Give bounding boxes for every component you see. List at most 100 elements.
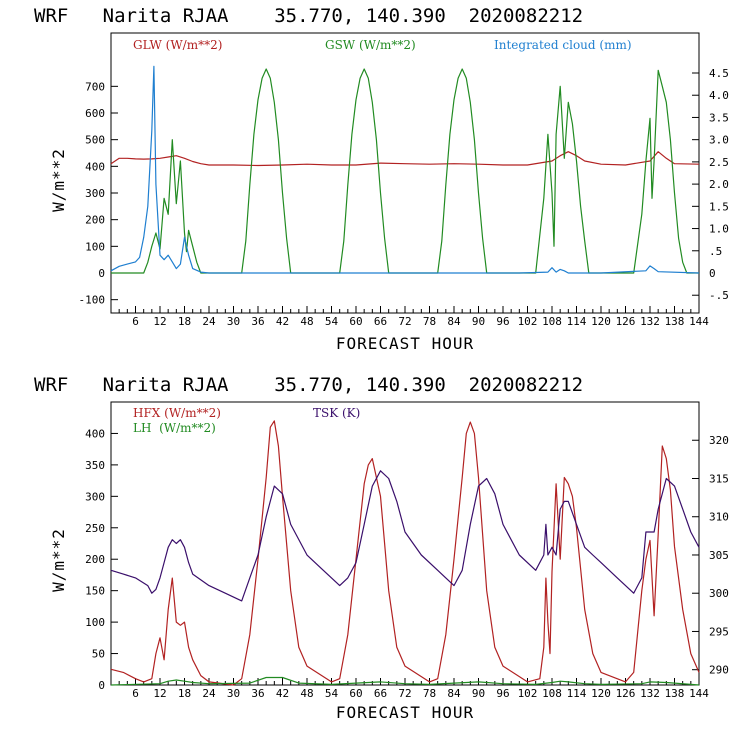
chart-2-x-tick-label: 144 <box>689 687 709 700</box>
chart-1-y2-tick-label: .5 <box>709 245 722 258</box>
chart-1-series-gsw-w-m-line <box>111 68 699 274</box>
chart-2-x-tick-label: 18 <box>178 687 191 700</box>
chart-1-y2-tick-label: 2.5 <box>709 156 729 169</box>
chart-2-y2-tick-label: 290 <box>709 664 729 677</box>
chart-1-x-tick-label: 12 <box>153 315 166 328</box>
chart-1-x-tick-label: 24 <box>202 315 216 328</box>
chart-1-y2-tick-label: 0 <box>709 267 716 280</box>
chart-1-x-tick-label: 6 <box>132 315 139 328</box>
chart-1-y2-tick-label: -.5 <box>709 289 729 302</box>
chart-2-x-tick-label: 78 <box>423 687 436 700</box>
chart-2-x-axis-label: FORECAST HOUR <box>336 703 474 722</box>
chart-1-y-axis-label: W/m**2 <box>49 148 68 212</box>
chart-2-x-tick-label: 48 <box>300 687 313 700</box>
chart-1-x-tick-label: 102 <box>518 315 538 328</box>
chart-1-legend-gsw: GSW (W/m**2) <box>325 38 416 52</box>
chart-2-x-tick-label: 138 <box>665 687 685 700</box>
chart-1-x-tick-label: 84 <box>447 315 461 328</box>
chart-1-x-tick-label: 72 <box>398 315 411 328</box>
chart-1-series-glw-w-m-line <box>110 151 700 167</box>
chart-2-legend-lh: LH (W/m**2) <box>133 421 216 435</box>
chart-2-x-tick-label: 90 <box>472 687 485 700</box>
chart-2-x-tick-label: 36 <box>251 687 264 700</box>
chart-2-x-tick-label: 102 <box>518 687 538 700</box>
chart-2-y-tick-label: 300 <box>85 490 105 503</box>
chart-2-x-tick-label: 54 <box>325 687 339 700</box>
chart-1-y-tick-label: 200 <box>85 214 105 227</box>
chart-2-y-tick-label: 0 <box>98 679 105 692</box>
chart-2-x-tick-label: 96 <box>496 687 509 700</box>
chart-2-x-tick-label: 24 <box>202 687 216 700</box>
chart-1-x-tick-label: 120 <box>591 315 611 328</box>
chart-2-y-tick-label: 400 <box>85 427 105 440</box>
chart-1-y-tick-label: 500 <box>85 134 105 147</box>
chart-1-y2-tick-label: 1.0 <box>709 223 729 236</box>
chart-1-x-tick-label: 78 <box>423 315 436 328</box>
chart-1-x-tick-label: 18 <box>178 315 191 328</box>
chart-1-x-tick-label: 96 <box>496 315 509 328</box>
chart-2-series-hfx-w-m-line <box>110 420 700 686</box>
chart-2-x-tick-label: 60 <box>349 687 362 700</box>
chart-1-y2-tick-label: 3.0 <box>709 134 729 147</box>
chart-1-legend-glw: GLW (W/m**2) <box>133 38 222 52</box>
chart-2-y-tick-label: 100 <box>85 616 105 629</box>
chart-2-series-tsk-k-line <box>110 470 700 602</box>
chart-1-axes: 6 12 18 24 30 36 42 48 54 60 66 72 78 84 90 96 102 108 114… <box>79 67 729 328</box>
chart-1-y2-tick-label: 4.5 <box>709 67 729 80</box>
chart-2: WRF Narita RJAA 35.770, 140.390 20200822… <box>34 374 729 722</box>
chart-2-x-tick-label: 114 <box>567 687 587 700</box>
chart-2-y2-tick-label: 310 <box>709 511 729 524</box>
chart-1: WRF Narita RJAA 35.770, 140.390 20200822… <box>34 5 729 353</box>
chart-1-x-tick-label: 144 <box>689 315 709 328</box>
chart-1-x-tick-label: 66 <box>374 315 387 328</box>
chart-2-x-tick-label: 42 <box>276 687 289 700</box>
chart-1-x-tick-label: 90 <box>472 315 485 328</box>
chart-1-x-tick-label: 48 <box>300 315 313 328</box>
chart-2-y2-tick-label: 320 <box>709 434 729 447</box>
chart-2-x-tick-label: 84 <box>447 687 461 700</box>
chart-2-x-tick-label: 132 <box>640 687 660 700</box>
chart-2-legend-tsk: TSK (K) <box>313 406 360 420</box>
chart-1-y-tick-label: 400 <box>85 160 105 173</box>
chart-1-x-tick-label: 60 <box>349 315 362 328</box>
chart-1-y-tick-label: 0 <box>98 267 105 280</box>
chart-1-x-tick-label: 42 <box>276 315 289 328</box>
chart-2-y-tick-label: 250 <box>85 522 105 535</box>
chart-2-x-tick-label: 12 <box>153 687 166 700</box>
chart-2-legend-hfx: HFX (W/m**2) <box>133 406 221 420</box>
chart-1-x-axis-label: FORECAST HOUR <box>336 334 474 353</box>
chart-2-y2-tick-label: 300 <box>709 587 729 600</box>
chart-2-y2-tick-label: 295 <box>709 625 729 638</box>
chart-2-y-tick-label: 50 <box>92 648 105 661</box>
chart-1-y2-tick-label: 1.5 <box>709 200 729 213</box>
chart-1-legend-cloud: Integrated cloud (mm) <box>494 38 632 52</box>
chart-1-x-tick-label: 54 <box>325 315 339 328</box>
chart-1-y2-tick-label: 3.5 <box>709 111 729 124</box>
chart-2-y2-tick-label: 315 <box>709 472 729 485</box>
chart-1-title: WRF Narita RJAA 35.770, 140.390 20200822… <box>34 5 583 27</box>
chart-2-y-axis-label: W/m**2 <box>49 528 68 592</box>
chart-2-y-tick-label: 350 <box>85 459 105 472</box>
chart-1-y-tick-label: 100 <box>85 240 105 253</box>
chart-1-x-tick-label: 132 <box>640 315 660 328</box>
chart-1-y-tick-label: 600 <box>85 107 105 120</box>
chart-2-title: WRF Narita RJAA 35.770, 140.390 20200822… <box>34 374 583 396</box>
chart-2-series <box>110 420 700 686</box>
chart-2-x-tick-label: 66 <box>374 687 387 700</box>
chart-2-x-tick-label: 30 <box>227 687 240 700</box>
chart-2-x-tick-label: 120 <box>591 687 611 700</box>
chart-2-x-tick-label: 108 <box>542 687 562 700</box>
chart-2-y-tick-label: 150 <box>85 585 105 598</box>
chart-1-x-tick-label: 138 <box>665 315 685 328</box>
chart-1-x-tick-label: 36 <box>251 315 264 328</box>
chart-1-series-integrated-cloud-mm-line <box>110 65 700 274</box>
chart-2-x-tick-label: 72 <box>398 687 411 700</box>
chart-2-x-tick-label: 6 <box>132 687 139 700</box>
chart-1-y2-tick-label: 4.0 <box>709 89 729 102</box>
chart-2-x-tick-label: 126 <box>616 687 636 700</box>
chart-2-y-tick-label: 200 <box>85 553 105 566</box>
chart-2-frame <box>110 401 700 686</box>
chart-2-axes: 6 12 18 24 30 36 42 48 54 60 66 72 78 84 90 96 102 108 114… <box>85 427 729 700</box>
chart-1-series <box>110 65 700 274</box>
